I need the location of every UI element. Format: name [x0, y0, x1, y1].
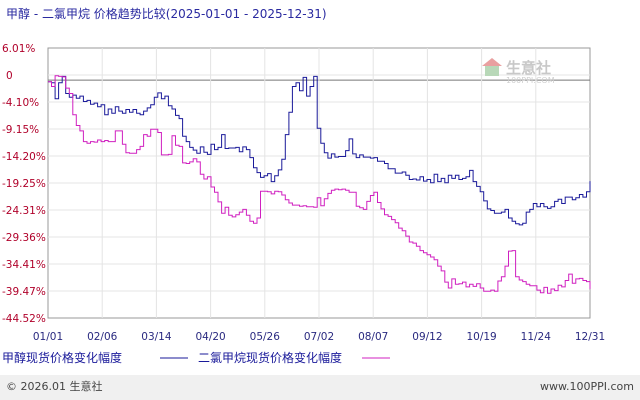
x-tick-label: 02/06 — [87, 331, 118, 343]
x-tick-label: 04/20 — [195, 331, 225, 343]
series-line-dcm — [48, 75, 591, 294]
x-tick-label: 03/14 — [141, 331, 172, 343]
legend-label-dcm: 二氯甲烷现货价格变化幅度 — [198, 350, 342, 365]
y-tick-label: -44.52% — [2, 313, 46, 325]
series-lines — [48, 75, 591, 294]
x-tick-label: 11/24 — [521, 331, 552, 343]
y-tick-label: -29.36% — [2, 232, 46, 244]
footer-bar — [0, 375, 640, 400]
y-tick-label: 6.01% — [2, 43, 35, 55]
x-tick-label: 01/01 — [33, 331, 63, 343]
x-tick-label: 08/07 — [358, 331, 388, 343]
watermark-site: 100PPI.COM — [506, 76, 555, 85]
house-icon — [482, 58, 502, 76]
x-tick-label: 09/12 — [412, 331, 442, 343]
y-tick-label: -24.31% — [2, 205, 46, 217]
grid-lines — [48, 48, 590, 318]
legend-label-methanol: 甲醇现货价格变化幅度 — [2, 350, 122, 365]
y-tick-label: -34.41% — [2, 259, 46, 271]
chart-title: 甲醇 - 二氯甲烷 价格趋势比较(2025-01-01 - 2025-12-31… — [6, 6, 327, 21]
y-tick-label: -39.47% — [2, 286, 46, 298]
x-axis: 01/01 02/06 03/14 04/20 05/26 07/02 08/07 09/12… — [33, 331, 605, 343]
y-tick-label: -9.15% — [2, 124, 39, 136]
x-tick-label: 07/02 — [304, 331, 334, 343]
x-tick-label: 10/19 — [466, 331, 496, 343]
legend: 甲醇现货价格变化幅度 二氯甲烷现货价格变化幅度 — [2, 350, 390, 365]
series-line-methanol — [48, 75, 591, 226]
x-tick-label: 05/26 — [250, 331, 281, 343]
y-tick-label: -4.10% — [2, 97, 39, 109]
footer-copyright: © 2026.01 生意社 — [6, 379, 102, 393]
watermark-brand: 生意社 — [506, 59, 551, 77]
y-tick-label: -14.20% — [2, 151, 46, 163]
watermark-logo: 生意社 100PPI.COM — [482, 58, 555, 85]
footer-site: www.100PPI.com — [540, 380, 634, 393]
y-tick-label: 0 — [6, 70, 13, 82]
y-axis: 6.01% 0 -4.10% -9.15% -14.20% -19.25% -24.31% -… — [2, 43, 46, 325]
y-tick-label: -19.25% — [2, 178, 46, 190]
x-tick-label: 12/31 — [575, 331, 605, 343]
